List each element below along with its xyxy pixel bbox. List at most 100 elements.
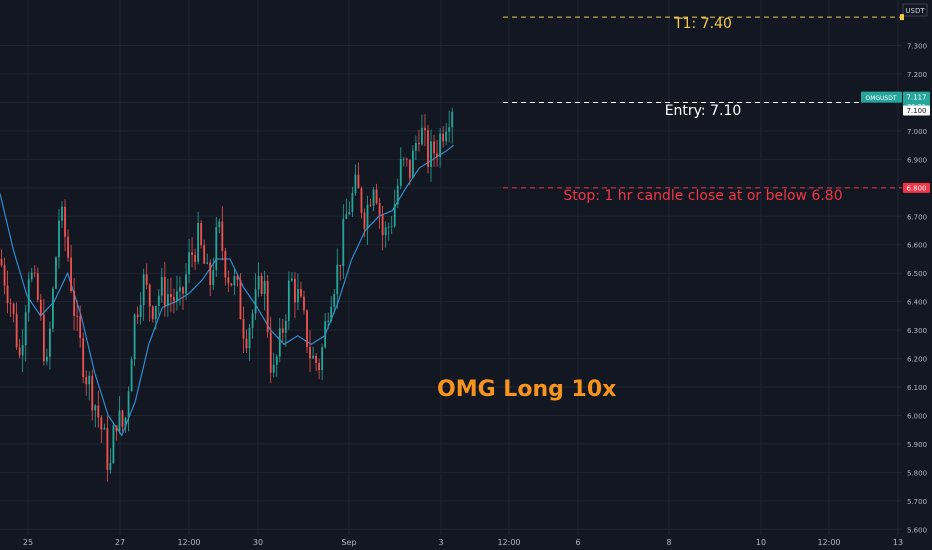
y-tick-label: 5.800: [907, 469, 927, 477]
candle-body: [281, 328, 284, 333]
candle-body: [399, 158, 402, 186]
candle-body: [424, 127, 426, 131]
candle-body: [433, 141, 435, 154]
stop-price-tag: [903, 182, 930, 193]
candle-body: [402, 158, 405, 160]
currency-label: USDT: [905, 7, 925, 15]
candle-body: [451, 111, 454, 128]
candle-body: [290, 278, 293, 281]
candle-body: [88, 375, 91, 385]
candle-body: [363, 212, 366, 229]
ema-line-layer: [0, 144, 455, 437]
candle-body: [203, 245, 206, 264]
candle-body: [333, 294, 336, 307]
candle-body: [348, 211, 351, 215]
candle-body: [76, 315, 79, 317]
candle-body: [372, 189, 375, 206]
candle-body: [287, 280, 290, 321]
candle-body: [176, 291, 178, 302]
candle-body: [148, 284, 151, 307]
y-tick-label: 5.900: [907, 441, 927, 449]
candle-body: [197, 223, 200, 262]
x-tick-label: 13: [893, 538, 903, 547]
candle-body: [121, 410, 124, 427]
candle-body: [109, 463, 112, 470]
candle-body: [381, 214, 384, 236]
candle-body: [318, 362, 321, 371]
candle-body: [188, 252, 190, 275]
candle-body: [384, 227, 387, 236]
candle-body: [254, 289, 257, 314]
candle-body: [366, 204, 369, 229]
y-tick-label: 7.200: [907, 71, 927, 79]
candle-body: [408, 159, 411, 178]
candle-body: [369, 204, 372, 206]
candle-body: [79, 316, 82, 339]
candle-body: [157, 295, 160, 307]
x-tick-label: 12:00: [817, 538, 840, 547]
candle-body: [179, 287, 181, 292]
candle-body: [439, 133, 442, 158]
candle-body: [21, 345, 24, 356]
candle-body: [3, 265, 6, 286]
candle-body: [239, 279, 242, 320]
candle-body: [224, 250, 227, 278]
candle-body: [64, 206, 66, 237]
candle-body: [145, 274, 148, 285]
candle-body: [284, 320, 287, 333]
candle-body: [91, 375, 94, 411]
candle-body: [169, 294, 172, 298]
candle-body: [130, 359, 133, 392]
candle-body: [9, 303, 12, 304]
candle-body: [330, 306, 333, 321]
x-tick-label: 10: [756, 538, 766, 547]
y-tick-label: 5.600: [907, 526, 927, 534]
candle-body: [6, 285, 9, 304]
candle-body: [58, 220, 60, 258]
candle-body: [94, 405, 97, 411]
candle-body: [315, 355, 317, 363]
y-tick-label: 6.100: [907, 384, 927, 392]
candle-body: [42, 314, 45, 362]
candle-body: [421, 127, 423, 145]
y-tick-label: 6.200: [907, 356, 927, 364]
candle-body: [360, 188, 363, 213]
candle-body: [327, 320, 330, 322]
candle-body: [185, 274, 187, 294]
candle-body: [82, 338, 85, 378]
candle-body: [339, 264, 342, 267]
time-axis[interactable]: 25 27 12:00 30 Sep 3 12:00 6 8 10 12:00 13: [23, 538, 903, 547]
candle-body: [166, 294, 169, 306]
candle-body: [390, 226, 393, 228]
price-axis[interactable]: 7.300 7.200 7.100 7.000 6.900 6.800 6.700 6.600…: [907, 43, 927, 535]
candle-body: [61, 206, 63, 221]
y-tick-label: 6.300: [907, 327, 927, 335]
candle-body: [411, 150, 414, 178]
y-tick-label: 6.400: [907, 299, 927, 307]
symbol-label: OMGUSDT: [865, 95, 896, 102]
currency-box[interactable]: USDT: [902, 3, 928, 17]
candle-body: [52, 288, 54, 329]
candle-body: [248, 327, 251, 349]
candle-body: [151, 306, 154, 320]
candle-body: [294, 278, 296, 303]
candle-body: [442, 133, 445, 142]
y-tick-label: 5.700: [907, 498, 927, 506]
candle-body: [194, 255, 197, 262]
candle-body: [103, 428, 106, 430]
candle-body: [405, 158, 408, 160]
x-tick-label: 12:00: [497, 538, 520, 547]
candle-body: [221, 221, 224, 251]
candle-body: [0, 258, 3, 266]
entry-price-value: 7.100: [906, 107, 926, 115]
candle-body: [24, 312, 27, 346]
candle-body: [309, 347, 311, 359]
candle-body: [233, 276, 236, 286]
x-tick-label: Sep: [341, 538, 356, 547]
stop-price-value: 6.800: [906, 184, 926, 192]
candle-body: [245, 338, 248, 349]
y-tick-label: 6.000: [907, 412, 927, 420]
candle-body: [15, 313, 18, 348]
